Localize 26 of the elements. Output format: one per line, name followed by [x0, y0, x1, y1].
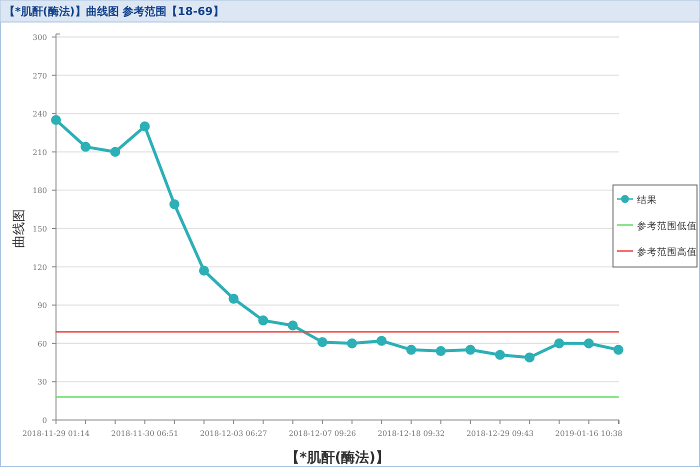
point [554, 338, 564, 348]
legend-label: 参考范围低值 [637, 220, 697, 232]
point [317, 337, 328, 348]
point [495, 350, 505, 360]
legend-label: 参考范围高值 [637, 246, 697, 258]
point [436, 346, 446, 356]
chart-title: 【*肌酐(酶法)】曲线图 参考范围【18-69】 [4, 5, 224, 18]
point [140, 121, 150, 132]
point [110, 146, 120, 157]
point [288, 320, 298, 331]
point [51, 114, 61, 125]
point [228, 294, 239, 304]
point [524, 352, 535, 362]
point [80, 142, 91, 152]
x-axis-title: 【*肌酐(酶法)】 [285, 450, 390, 466]
point [376, 336, 387, 346]
point [465, 344, 476, 355]
legend-label: 结果 [637, 194, 657, 206]
point [199, 266, 209, 276]
point [613, 344, 624, 355]
point [347, 338, 357, 348]
point [169, 199, 180, 210]
point [584, 338, 594, 348]
point [406, 344, 416, 355]
y-axis-title: 曲线图 [12, 209, 27, 248]
point [258, 315, 268, 326]
